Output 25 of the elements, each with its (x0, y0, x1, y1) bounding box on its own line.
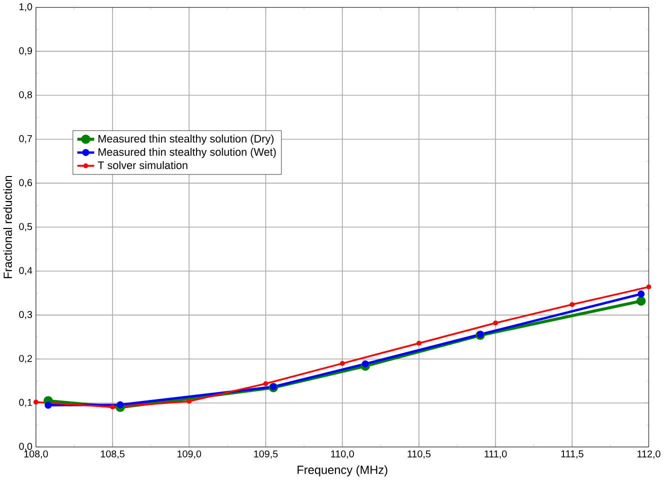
y-tick-label: 0,6 (19, 179, 32, 188)
legend-label: Measured thin stealthy solution (Wet) (98, 148, 276, 158)
x-tick-label: 111,0 (484, 450, 507, 459)
x-tick-label: 109,5 (254, 450, 278, 459)
y-tick-label: 0,7 (19, 135, 32, 144)
x-tick-label: 110,0 (331, 450, 354, 459)
y-tick-label: 0,5 (19, 223, 32, 232)
y-tick-label: 0,4 (19, 267, 32, 276)
y-tick-label: 0,0 (19, 443, 32, 452)
y-tick-label: 0,2 (19, 355, 32, 364)
y-tick-label: 1,0 (20, 3, 32, 12)
y-tick-label: 0,9 (19, 47, 32, 56)
x-axis-title: Frequency (MHz) (298, 466, 388, 477)
x-tick-label: 108,0 (24, 450, 48, 459)
x-tick-label: 109,0 (178, 450, 202, 459)
x-tick-label: 111,5 (561, 450, 584, 459)
y-axis-title: Fractional reduction (3, 176, 12, 278)
y-tick-label: 0,3 (19, 311, 32, 320)
y-tick-label: 0,1 (19, 399, 32, 408)
x-tick-label: 108,5 (100, 450, 124, 459)
legend-label: T solver simulation (98, 161, 188, 170)
y-tick-label: 0,8 (19, 91, 32, 100)
legend-label: Measured thin stealthy solution (Dry) (98, 134, 274, 145)
x-tick-label: 112,0 (638, 450, 660, 459)
x-tick-label: 110,5 (408, 450, 430, 459)
